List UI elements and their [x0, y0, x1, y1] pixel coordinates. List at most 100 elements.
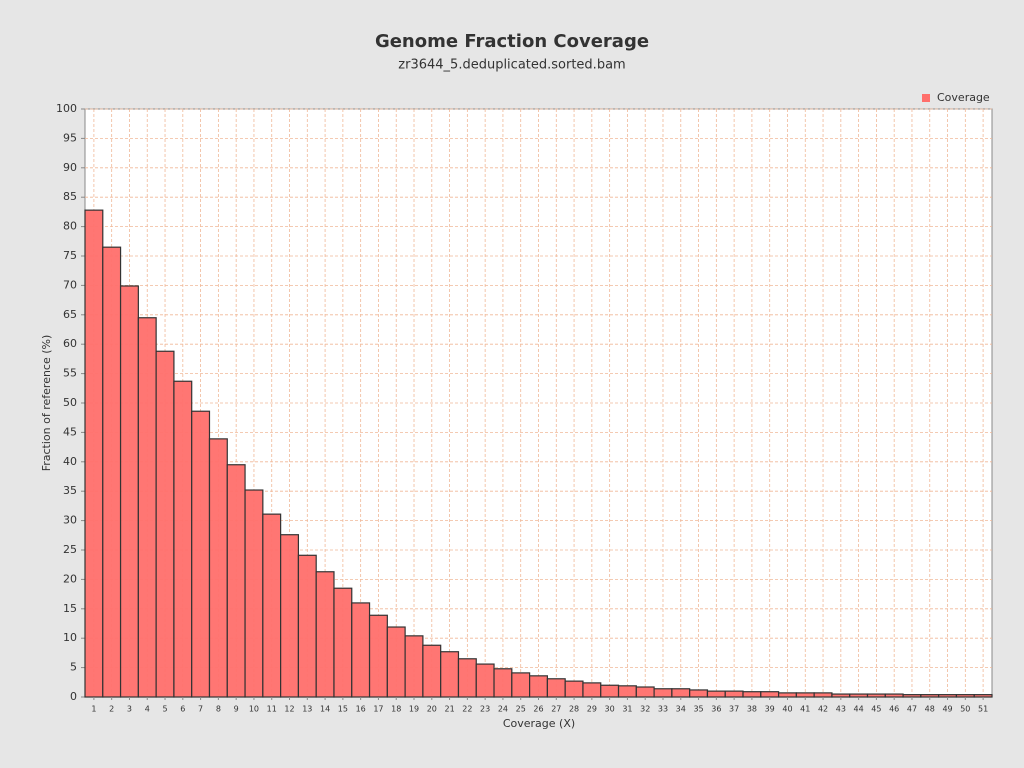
legend-swatch	[922, 94, 930, 102]
x-tick-label: 7	[198, 705, 203, 714]
bar	[422, 644, 442, 698]
x-tick-label: 27	[551, 705, 561, 714]
x-tick-label: 41	[800, 705, 810, 714]
x-tick-label: 26	[533, 705, 543, 714]
y-tick-label: 45	[63, 425, 77, 438]
y-tick-label: 75	[63, 249, 77, 262]
bar	[511, 672, 531, 698]
bar	[849, 693, 869, 698]
y-tick-label: 25	[63, 543, 77, 556]
x-tick-label: 28	[569, 705, 579, 714]
x-tick-label: 13	[302, 705, 312, 714]
bar	[333, 587, 353, 698]
bar	[813, 692, 833, 698]
x-tick-label: 29	[587, 705, 597, 714]
x-tick-label: 31	[622, 705, 632, 714]
y-tick-label: 55	[63, 367, 77, 380]
bar	[831, 693, 851, 698]
bar	[760, 691, 780, 698]
bar	[920, 694, 940, 698]
y-tick-label: 5	[70, 661, 77, 674]
x-tick-label: 34	[676, 705, 686, 714]
x-tick-label: 23	[480, 705, 490, 714]
bar	[297, 554, 317, 698]
y-tick-label: 90	[63, 161, 77, 174]
x-tick-label: 19	[409, 705, 419, 714]
bar	[173, 380, 193, 698]
x-tick-label: 16	[356, 705, 366, 714]
bar	[191, 410, 211, 698]
x-tick-label: 40	[782, 705, 792, 714]
x-tick-label: 4	[145, 705, 150, 714]
x-tick-label: 21	[444, 705, 454, 714]
x-tick-label: 10	[249, 705, 259, 714]
x-tick-label: 11	[267, 705, 277, 714]
bar	[280, 534, 300, 698]
x-tick-label: 5	[162, 705, 167, 714]
x-tick-label: 37	[729, 705, 739, 714]
y-tick-label: 60	[63, 337, 77, 350]
x-tick-label: 20	[427, 705, 437, 714]
bar	[635, 686, 655, 698]
legend-label: Coverage	[937, 91, 990, 104]
bar	[404, 635, 424, 698]
x-axis-label: Coverage (X)	[503, 717, 575, 730]
bar	[706, 690, 726, 698]
y-tick-label: 15	[63, 602, 77, 615]
x-tick-label: 51	[978, 705, 988, 714]
bar	[137, 317, 157, 698]
bar	[617, 685, 637, 698]
bar	[973, 694, 993, 698]
bar	[742, 691, 762, 698]
bar	[653, 688, 673, 698]
bar	[155, 350, 175, 698]
x-tick-label: 47	[907, 705, 917, 714]
y-tick-label: 95	[63, 131, 77, 144]
bar	[226, 464, 246, 698]
bar	[564, 680, 584, 698]
x-tick-label: 1	[91, 705, 96, 714]
x-tick-label: 2	[109, 705, 114, 714]
y-tick-label: 30	[63, 514, 77, 527]
x-tick-label: 33	[658, 705, 668, 714]
bar	[938, 694, 958, 698]
bar	[671, 688, 691, 698]
bar	[440, 651, 460, 698]
y-tick-label: 0	[70, 690, 77, 703]
bar	[386, 626, 406, 698]
bar	[546, 678, 566, 698]
bar	[351, 602, 371, 698]
chart-subtitle: zr3644_5.deduplicated.sorted.bam	[398, 58, 625, 73]
bar	[457, 658, 477, 698]
x-tick-label: 18	[391, 705, 401, 714]
bar	[102, 246, 122, 698]
y-tick-label: 80	[63, 220, 77, 233]
bar	[493, 668, 513, 698]
x-tick-label: 36	[711, 705, 721, 714]
x-tick-label: 3	[127, 705, 132, 714]
x-tick-label: 39	[765, 705, 775, 714]
y-tick-label: 35	[63, 484, 77, 497]
x-tick-label: 12	[284, 705, 294, 714]
y-tick-label: 65	[63, 308, 77, 321]
x-tick-label: 24	[498, 705, 508, 714]
x-tick-label: 48	[925, 705, 935, 714]
bar	[244, 489, 264, 698]
bar	[529, 675, 548, 698]
y-tick-label: 70	[63, 278, 77, 291]
bar	[208, 438, 228, 698]
bar	[795, 692, 815, 698]
x-tick-label: 35	[693, 705, 703, 714]
x-tick-label: 6	[180, 705, 185, 714]
x-tick-label: 42	[818, 705, 828, 714]
y-tick-label: 40	[63, 455, 77, 468]
x-tick-label: 49	[942, 705, 952, 714]
x-tick-label: 44	[854, 705, 864, 714]
x-tick-label: 38	[747, 705, 757, 714]
chart-title: Genome Fraction Coverage	[375, 31, 649, 52]
x-tick-label: 46	[889, 705, 899, 714]
bar	[315, 571, 335, 698]
x-tick-label: 9	[234, 705, 239, 714]
